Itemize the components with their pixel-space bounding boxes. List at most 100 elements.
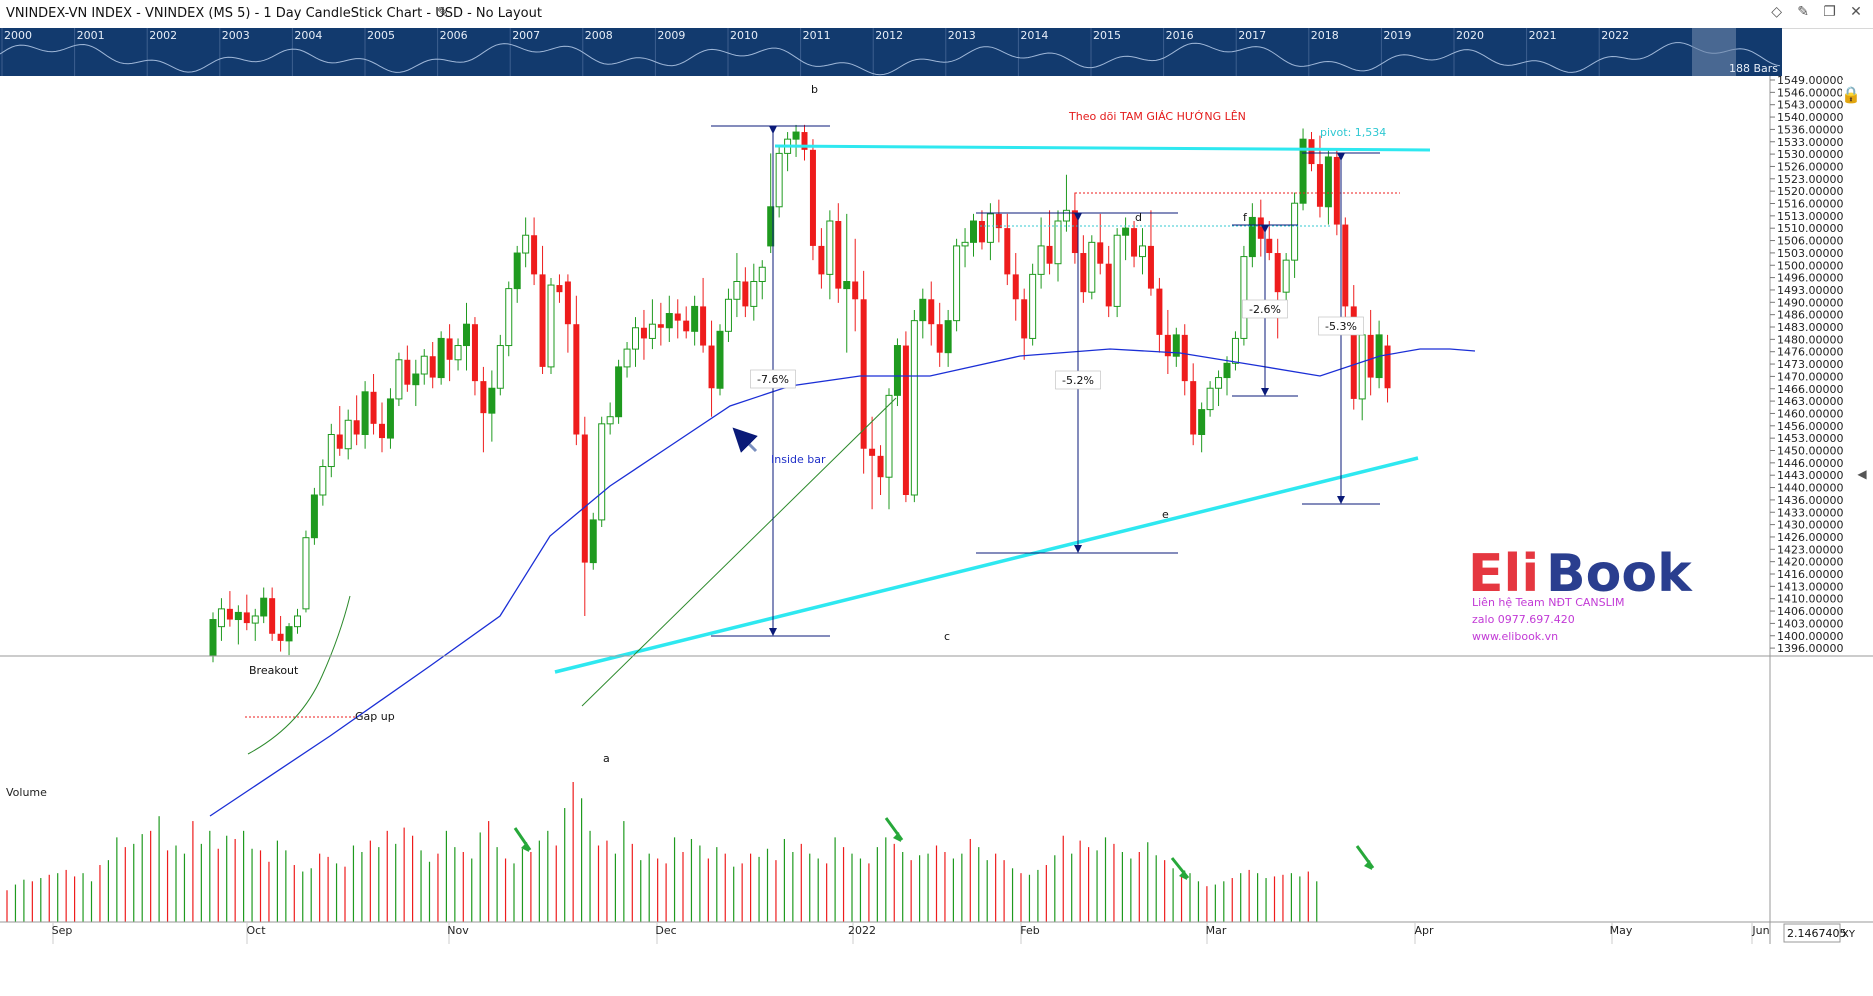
window-controls: ◇ ✎ ❐ ✕ (1766, 4, 1867, 20)
candle-body (1131, 228, 1138, 257)
candle-body (691, 305, 699, 332)
price-axis-bg (1770, 76, 1873, 944)
price-tick-label: 1396.00000 (1777, 642, 1843, 655)
candle-body (843, 280, 851, 290)
candle-body (1054, 220, 1062, 265)
price-tick-label: 1543.00000 (1777, 99, 1843, 112)
candle-body (640, 327, 647, 339)
candle-body (910, 320, 918, 496)
candle-body (1367, 334, 1374, 378)
navigator-year-label: 2018 (1310, 29, 1339, 42)
candle-body (775, 152, 783, 208)
brand-logo-book: Book (1546, 544, 1693, 604)
candle-body (1291, 202, 1299, 261)
candle-body (902, 345, 909, 495)
candle-body (353, 420, 360, 435)
navigator-year-label: 2003 (221, 29, 250, 42)
navigator-year-label: 2009 (657, 29, 686, 42)
price-panel-bg (0, 76, 1770, 656)
price-tick-label: 1430.00000 (1777, 519, 1843, 532)
candle-body (302, 537, 310, 610)
candle-body (708, 345, 715, 389)
candle-body (1342, 224, 1349, 307)
candle-body (893, 345, 901, 396)
candle-body (471, 324, 478, 382)
wave-label-c: c (944, 630, 950, 643)
candle-body (1240, 256, 1248, 339)
candle-body (928, 299, 935, 325)
candle-body (395, 359, 403, 400)
candle-body (539, 274, 546, 367)
inside-bar-label: Inside bar (771, 453, 826, 466)
title-note: Theo dõi TAM GIÁC HƯỚNG LÊN (1068, 110, 1246, 123)
pencil-icon[interactable]: ✎ (437, 5, 449, 21)
time-label: Feb (1020, 924, 1039, 937)
candle-body (758, 266, 766, 282)
drop-7-6-bracket-label-box (750, 369, 796, 389)
drop-5-2-bracket-label: -5.2% (1062, 374, 1094, 387)
price-tick-label: 1490.00000 (1777, 296, 1843, 309)
candle-body (370, 391, 377, 424)
candle-body (581, 434, 588, 563)
candle-body (1105, 263, 1112, 307)
close-icon[interactable]: ✕ (1850, 4, 1862, 20)
candle-body (1088, 241, 1096, 293)
candle-body (1350, 306, 1357, 399)
pin-icon[interactable]: ◇ (1771, 4, 1783, 20)
wave-label-a: a (603, 752, 610, 765)
candle-body (269, 598, 276, 634)
navigator-year-label: 2012 (875, 29, 904, 42)
candle-body (454, 345, 462, 361)
candle-body (1308, 139, 1315, 165)
price-tick-label: 1413.00000 (1777, 580, 1843, 593)
candle-body (209, 619, 217, 656)
candle-body (1122, 227, 1130, 236)
candle-body (615, 366, 623, 418)
candle-body (217, 608, 225, 628)
candle-body (437, 337, 445, 379)
navigator-year-label: 2013 (947, 29, 976, 42)
candle-body (412, 373, 420, 386)
candle-body (446, 338, 453, 360)
price-tick-label: 1436.00000 (1777, 494, 1843, 507)
volume-arrow-head (893, 832, 901, 842)
price-tick-label: 1473.00000 (1777, 358, 1843, 371)
brand-line-2: zalo 0977.697.420 (1472, 613, 1575, 626)
candle-body (547, 284, 555, 368)
price-tick-label: 1530.00000 (1777, 148, 1843, 161)
time-label: Apr (1414, 924, 1434, 937)
volume-arrow-head (1364, 860, 1372, 870)
volume-arrow-head (521, 842, 529, 852)
price-tick-label: 1503.00000 (1777, 247, 1843, 260)
window-title: VNINDEX-VN INDEX - VNINDEX (MS 5) - 1 Da… (6, 6, 542, 21)
navigator-year-label: 2007 (512, 29, 541, 42)
drop-7-6-bracket-label: -7.6% (757, 373, 789, 386)
candle-body (1062, 209, 1070, 222)
drop-2-6-bracket-label-box (1242, 299, 1288, 319)
candle-body (1358, 334, 1366, 400)
candle-body (835, 221, 842, 289)
pin-icon-2[interactable]: ✎ (1797, 4, 1809, 20)
history-navigator[interactable]: 2000 2001 2002 2003 2004 2005 2006 2007 2008 2009… (0, 28, 1782, 76)
candle-body (648, 323, 656, 339)
candle-body (488, 387, 496, 414)
moving-average-line (209, 348, 1476, 817)
candle-body (877, 455, 884, 478)
candle-body (1282, 259, 1290, 293)
candle-body (1257, 217, 1264, 239)
drop-2-6-bracket-label: -2.6% (1249, 303, 1281, 316)
restore-icon[interactable]: ❐ (1823, 4, 1836, 20)
price-tick-label: 1433.00000 (1777, 506, 1843, 519)
candle-body (623, 348, 631, 368)
price-tick-label: 1420.00000 (1777, 556, 1843, 569)
price-tick-label: 1443.00000 (1777, 469, 1843, 482)
candle-body (598, 423, 606, 521)
bars-count: 188 Bars (1728, 62, 1778, 75)
time-label: Oct (246, 924, 266, 937)
candle-body (505, 288, 513, 347)
candle-body (310, 494, 318, 539)
price-chart[interactable]: -7.6% -5.2% -2.6% -5.3% Theo dõi TAM GIÁC HƯ… (0, 76, 1873, 996)
candle-body (1012, 274, 1019, 300)
lock-icon: 🔒 (1841, 85, 1861, 104)
